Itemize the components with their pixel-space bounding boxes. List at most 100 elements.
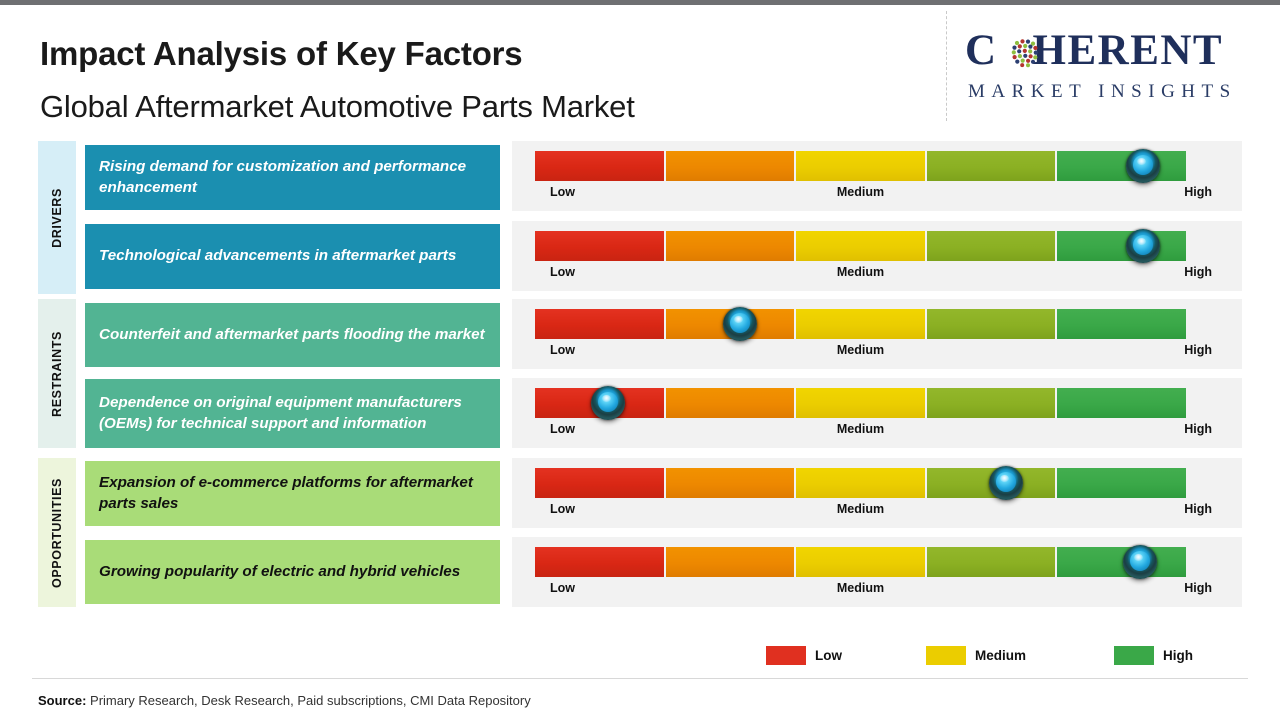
scale-segment-medium [796, 309, 925, 339]
scale-segment-medium [796, 151, 925, 181]
scale-segment-medium [796, 231, 925, 261]
impact-marker[interactable] [989, 466, 1023, 500]
factor-text: Counterfeit and aftermarket parts floodi… [99, 325, 485, 343]
scale-label-low: Low [550, 265, 575, 279]
scale-label-low: Low [550, 343, 575, 357]
company-logo: COHERENT [960, 23, 1260, 113]
impact-scale-bar [535, 231, 1186, 261]
scale-label-medium: Medium [836, 185, 885, 199]
scale-label-low: Low [550, 185, 575, 199]
legend-item-high: High [1114, 646, 1193, 665]
scale-label-high: High [1184, 581, 1212, 595]
scale-label-high: High [1184, 185, 1212, 199]
scale-segment-low [535, 151, 664, 181]
scale-segment-medium-high [926, 309, 1056, 339]
scale-segment-medium [796, 547, 925, 577]
scale-segment-medium-high [926, 151, 1056, 181]
scale-labels: Low Medium High [535, 185, 1212, 203]
factor-card[interactable]: Rising demand for customization and perf… [85, 145, 500, 210]
factor-card[interactable]: Expansion of e-commerce platforms for af… [85, 461, 500, 526]
logo-tagline: MARKET INSIGHTS [968, 81, 1237, 102]
category-label-drivers: DRIVERS [50, 187, 64, 248]
page-title: Impact Analysis of Key Factors [40, 35, 523, 72]
category-rail-restraints: RESTRAINTS [38, 299, 76, 448]
scale-label-low: Low [550, 581, 575, 595]
factor-text: Growing popularity of electric and hybri… [99, 562, 461, 580]
impact-marker[interactable] [1123, 545, 1157, 579]
category-rail-opportunities: OPPORTUNITIES [38, 458, 76, 607]
scale-label-medium: Medium [836, 581, 885, 595]
scale-segment-low-medium [665, 151, 795, 181]
impact-scale-bar [535, 309, 1186, 339]
legend: Low Medium High [760, 644, 1200, 668]
scale-labels: Low Medium High [535, 422, 1212, 440]
scale-segment-low-medium [665, 547, 795, 577]
scale-segment-high [1057, 388, 1186, 418]
legend-item-low: Low [766, 646, 842, 665]
scale-label-low: Low [550, 422, 575, 436]
impact-scale-bar [535, 151, 1186, 181]
header: Impact Analysis of Key Factors Global Af… [0, 5, 1280, 131]
impact-marker[interactable] [723, 307, 757, 341]
scale-labels: Low Medium High [535, 581, 1212, 599]
scale-label-high: High [1184, 343, 1212, 357]
legend-label-high: High [1163, 648, 1193, 663]
scale-segment-low-medium [665, 388, 795, 418]
scale-segment-medium-high [926, 388, 1056, 418]
legend-label-low: Low [815, 648, 842, 663]
impact-marker[interactable] [591, 386, 625, 420]
scale-label-low: Low [550, 502, 575, 516]
scale-label-high: High [1184, 502, 1212, 516]
factor-card[interactable]: Counterfeit and aftermarket parts floodi… [85, 303, 500, 367]
logo-word-prefix: C [965, 27, 998, 74]
impact-gauge-row: Low Medium High [512, 221, 1242, 291]
footer-divider [32, 678, 1248, 679]
scale-segment-high [1057, 151, 1186, 181]
scale-segment-high [1057, 231, 1186, 261]
scale-segment-medium [796, 468, 925, 498]
scale-label-medium: Medium [836, 265, 885, 279]
impact-scale-bar [535, 388, 1186, 418]
top-border-strip [0, 0, 1280, 5]
scale-segment-medium-high [926, 231, 1056, 261]
scale-label-medium: Medium [836, 343, 885, 357]
scale-segment-high [1057, 468, 1186, 498]
scale-label-high: High [1184, 265, 1212, 279]
scale-label-high: High [1184, 422, 1212, 436]
source-text: Primary Research, Desk Research, Paid su… [86, 693, 531, 708]
impact-gauge-row: Low Medium High [512, 458, 1242, 528]
factor-card[interactable]: Growing popularity of electric and hybri… [85, 540, 500, 604]
category-rail-drivers: DRIVERS [38, 141, 76, 294]
scale-label-medium: Medium [836, 422, 885, 436]
logo-wordmark: COHERENT [965, 29, 1223, 72]
impact-gauge-row: Low Medium High [512, 378, 1242, 448]
factor-card[interactable]: Technological advancements in aftermarke… [85, 224, 500, 289]
impact-gauge-row: Low Medium High [512, 299, 1242, 369]
factor-card[interactable]: Dependence on original equipment manufac… [85, 379, 500, 448]
scale-label-medium: Medium [836, 502, 885, 516]
impact-marker[interactable] [1126, 229, 1160, 263]
scale-segment-low-medium [665, 468, 795, 498]
factor-text: Technological advancements in aftermarke… [99, 247, 457, 265]
legend-label-medium: Medium [975, 648, 1027, 663]
impact-gauge-row: Low Medium High [512, 537, 1242, 607]
factor-text: Expansion of e-commerce platforms for af… [99, 474, 473, 512]
scale-segment-medium [796, 388, 925, 418]
legend-item-medium: Medium [926, 646, 1026, 665]
scale-segment-low-medium [665, 231, 795, 261]
legend-swatch-high [1114, 646, 1154, 665]
factor-text: Dependence on original equipment manufac… [99, 394, 462, 432]
category-label-restraints: RESTRAINTS [50, 330, 64, 417]
impact-marker[interactable] [1126, 149, 1160, 183]
source-note: Source: Primary Research, Desk Research,… [38, 693, 531, 708]
scale-segment-low [535, 309, 664, 339]
legend-swatch-low [766, 646, 806, 665]
scale-labels: Low Medium High [535, 265, 1212, 283]
scale-segment-low [535, 231, 664, 261]
scale-segment-high [1057, 547, 1186, 577]
scale-segment-low [535, 468, 664, 498]
logo-word-suffix: HERENT [1032, 27, 1224, 74]
factor-text: Rising demand for customization and perf… [99, 158, 467, 196]
source-label: Source: [38, 693, 87, 708]
